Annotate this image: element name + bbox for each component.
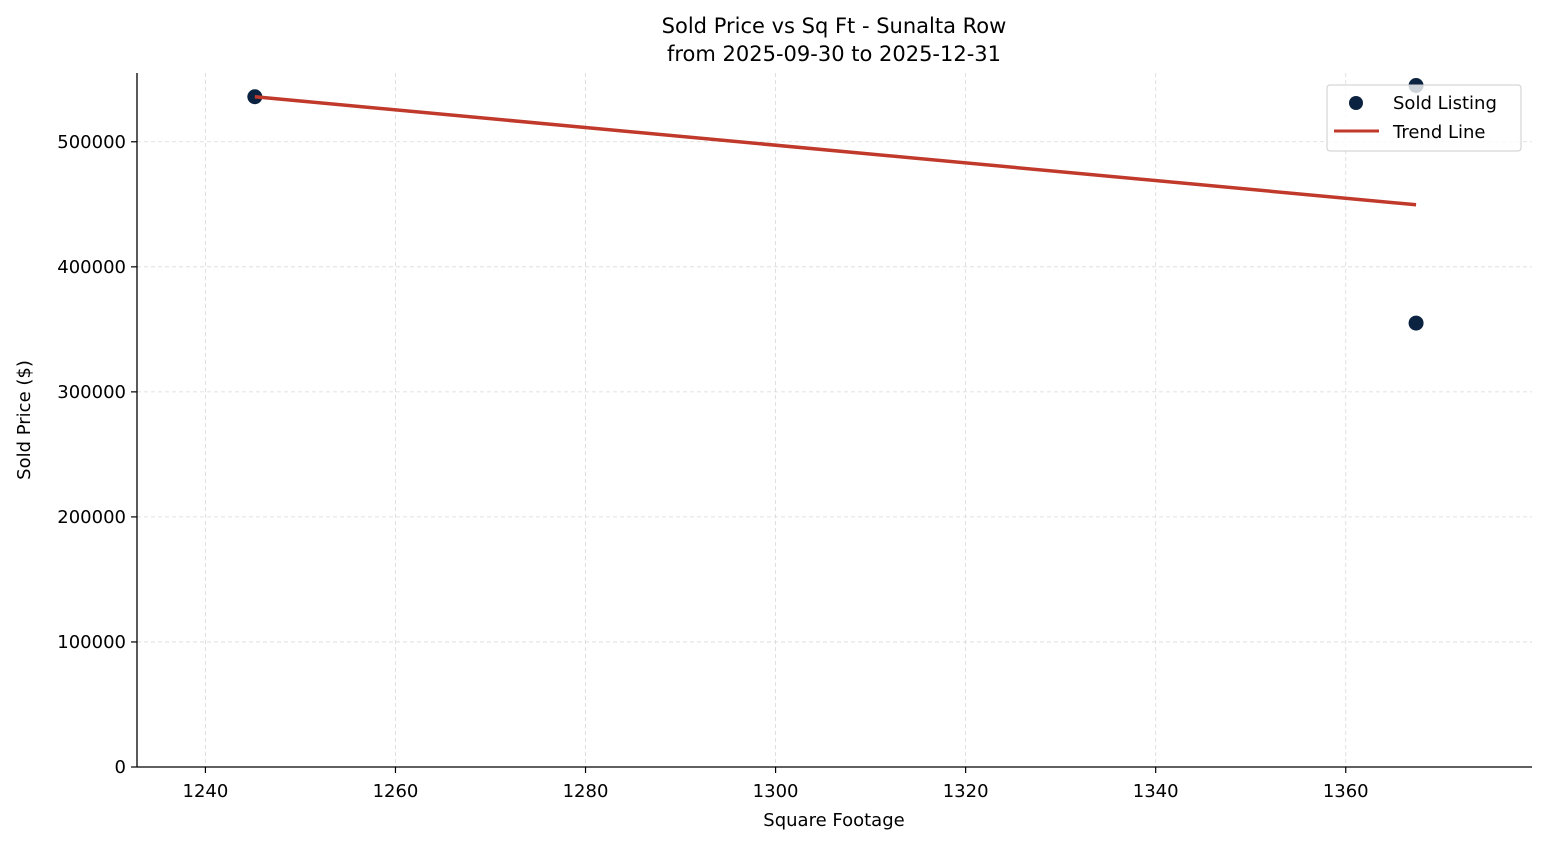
x-tick-label: 1340: [1133, 781, 1179, 802]
y-tick-label: 400000: [57, 257, 126, 278]
legend-label-sold-listing: Sold Listing: [1393, 93, 1497, 114]
y-axis-label: Sold Price ($): [14, 360, 35, 480]
x-tick-label: 1360: [1323, 781, 1369, 802]
chart-subtitle: from 2025-09-30 to 2025-12-31: [667, 42, 1001, 66]
plot-marks: [247, 78, 1424, 331]
chart-title: Sold Price vs Sq Ft - Sunalta Row: [662, 14, 1007, 38]
x-tick-label: 1300: [753, 781, 799, 802]
x-tick-label: 1240: [183, 781, 229, 802]
y-tick-label: 500000: [57, 132, 126, 153]
grid: [137, 73, 1532, 767]
y-tick-label: 100000: [57, 632, 126, 653]
legend-label-trend-line: Trend Line: [1392, 122, 1486, 143]
x-tick-label: 1260: [373, 781, 419, 802]
trend-line: [254, 95, 1417, 207]
ticks: 1240 1260 1280 1300 1320 1340 1360 0 100000 20000…: [57, 132, 1368, 802]
x-tick-label: 1280: [563, 781, 609, 802]
x-tick-label: 1320: [943, 781, 989, 802]
data-point-sold-listing: [1408, 315, 1424, 331]
y-tick-label: 200000: [57, 507, 126, 528]
x-axis-label: Square Footage: [763, 810, 904, 831]
legend: Sold Listing Trend Line: [1326, 84, 1522, 152]
y-tick-label: 0: [115, 757, 126, 778]
legend-marker-sold-listing: [1349, 96, 1363, 110]
y-tick-label: 300000: [57, 382, 126, 403]
legend-frame: [1326, 84, 1522, 152]
